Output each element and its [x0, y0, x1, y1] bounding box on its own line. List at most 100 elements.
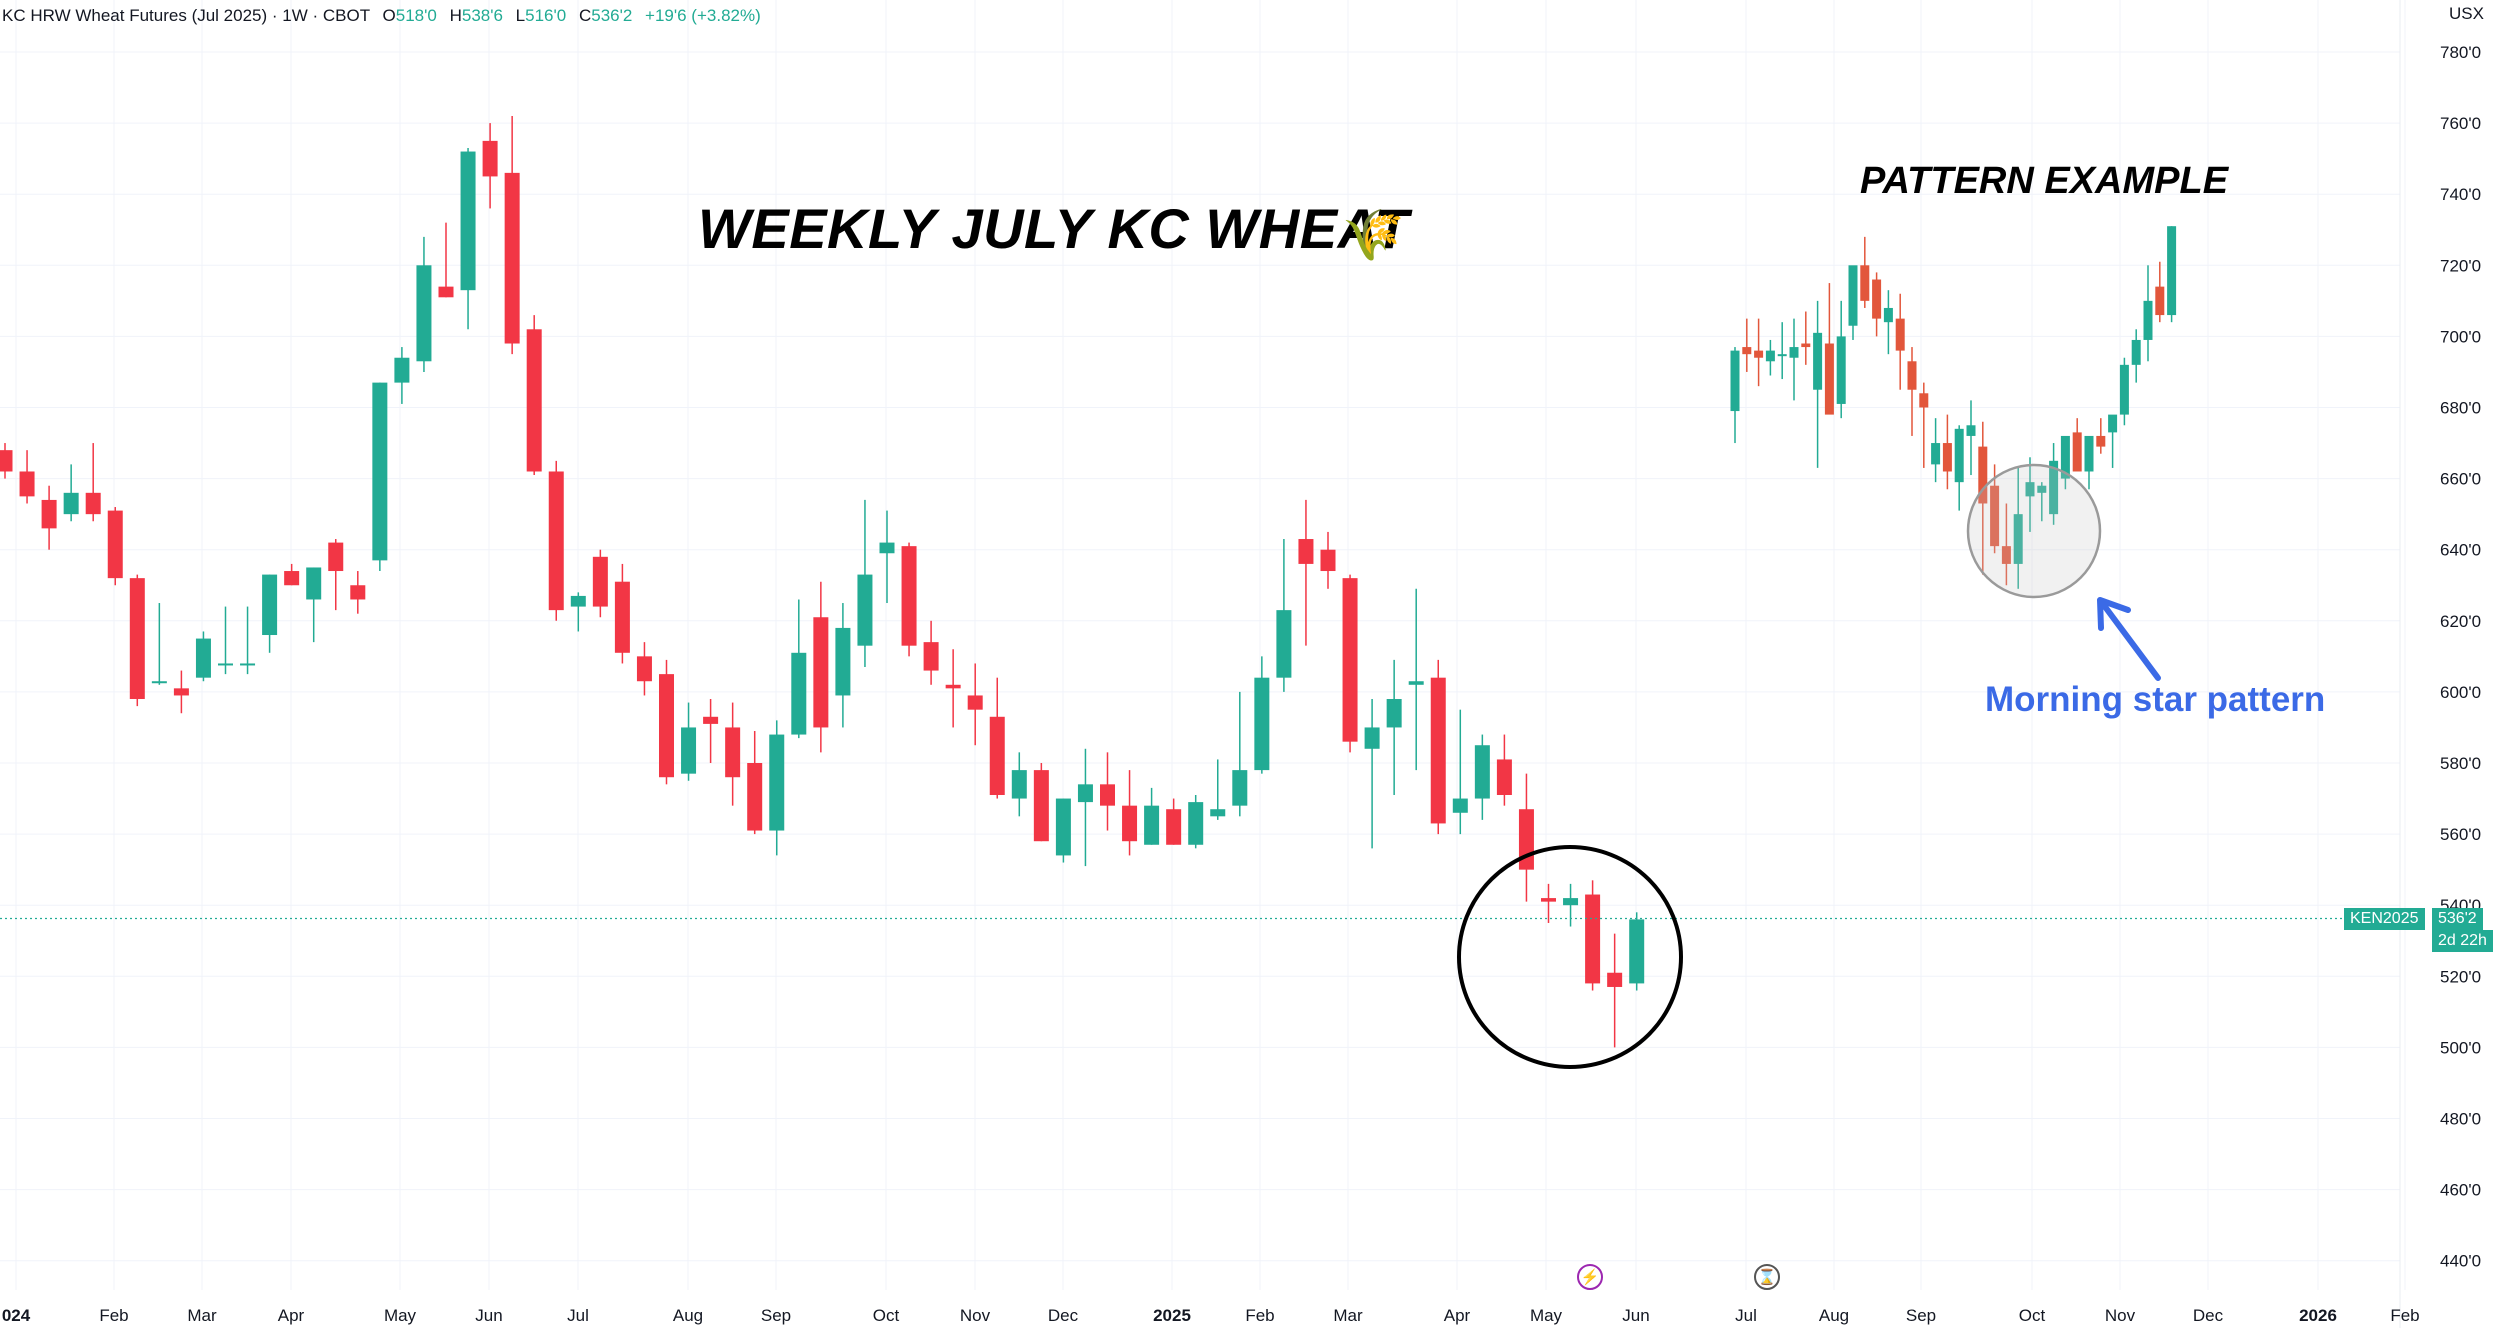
candle	[416, 236, 432, 372]
pattern-candle	[2131, 329, 2141, 383]
candle	[835, 603, 851, 728]
candle	[1320, 531, 1336, 589]
chart-annotation-title: WEEKLY JULY KC WHEAT	[698, 197, 1410, 260]
price-tick-label: 560'0	[2440, 825, 2481, 844]
pattern-candle	[1942, 414, 1952, 490]
candle-body	[2060, 435, 2070, 479]
price-tick-label: 720'0	[2440, 256, 2481, 275]
candle-body	[747, 763, 763, 831]
candle	[151, 603, 167, 685]
price-tick-label: 460'0	[2440, 1181, 2481, 1200]
candle-body	[1765, 350, 1775, 362]
pattern-candle	[2037, 482, 2047, 522]
candle-body	[681, 727, 697, 774]
candle-body	[41, 499, 57, 529]
candle	[901, 542, 917, 657]
pattern-highlight-circle	[1966, 463, 2102, 599]
pattern-candle	[2049, 443, 2059, 525]
candle-body	[570, 595, 586, 607]
candle	[262, 574, 278, 653]
pattern-candle	[2096, 418, 2106, 454]
time-tick-label: Feb	[1245, 1306, 1274, 1325]
candle-body	[1629, 919, 1645, 984]
candle-body	[1978, 446, 1988, 504]
candle	[592, 549, 608, 618]
pattern-candle	[2108, 414, 2118, 468]
candle-body	[1824, 343, 1834, 415]
candle	[923, 620, 939, 685]
candle-body	[1386, 699, 1402, 728]
candle-body	[1607, 972, 1623, 987]
price-tick-label: 440'0	[2440, 1252, 2481, 1271]
candle	[1496, 734, 1512, 806]
pattern-candle	[2013, 467, 2023, 589]
candle-body	[2037, 485, 2047, 493]
candle	[614, 563, 630, 664]
candle	[703, 699, 719, 763]
candle-body	[1055, 798, 1071, 856]
price-axis[interactable]: 780'0 760'0 740'0 720'0 700'0 680'0 660'0 640'0…	[2440, 43, 2481, 1271]
candle-body	[1585, 894, 1601, 984]
candle-body	[1077, 784, 1093, 803]
candle-body	[2001, 546, 2011, 564]
pattern-candle	[1931, 418, 1941, 483]
candle-body	[2167, 226, 2177, 316]
pattern-candle	[2084, 435, 2094, 490]
candle	[1518, 773, 1534, 902]
pattern-candle	[1966, 400, 1976, 476]
candle	[1452, 709, 1468, 835]
candle-body	[813, 617, 829, 728]
candle-body	[1907, 361, 1917, 390]
time-tick-label: Mar	[1333, 1306, 1363, 1325]
candle-body	[967, 695, 983, 710]
price-tick-label: 480'0	[2440, 1110, 2481, 1129]
pattern-candle	[1801, 311, 1811, 365]
price-tick-label: 520'0	[2440, 967, 2481, 986]
currency-label[interactable]: USX	[2449, 4, 2484, 23]
candle-body	[1166, 809, 1182, 845]
candle-body	[1430, 677, 1446, 824]
hourglass-icon[interactable]: ⌛	[1754, 1264, 1780, 1290]
candle-body	[1801, 343, 1811, 348]
price-tick-label: 740'0	[2440, 185, 2481, 204]
candle	[1276, 539, 1292, 692]
candle	[1364, 699, 1380, 849]
candle-body	[1754, 350, 1764, 358]
high-label: H	[449, 6, 462, 25]
candle	[173, 670, 189, 714]
candle	[1055, 798, 1071, 863]
candle-body	[85, 492, 101, 515]
candle-body	[1144, 805, 1160, 845]
time-tick-label: Feb	[99, 1306, 128, 1325]
candle	[659, 659, 674, 785]
candle-body	[1011, 770, 1027, 799]
candle-body	[2131, 339, 2141, 365]
pattern-candle	[2025, 457, 2035, 532]
candle-body	[129, 578, 145, 700]
candle-body	[769, 734, 785, 831]
morning-star-label: Morning star pattern	[1985, 680, 2326, 719]
candle	[218, 606, 233, 675]
candle	[1386, 659, 1402, 795]
last-price-tag: 536'2	[2432, 907, 2483, 930]
candle	[570, 592, 586, 632]
time-tick-label: Apr	[278, 1306, 305, 1325]
time-tick-label: Dec	[1048, 1306, 1079, 1325]
candle	[394, 347, 410, 404]
lightning-icon[interactable]: ⚡	[1577, 1264, 1603, 1290]
open-value: 518'0	[395, 6, 437, 25]
candle-body	[1188, 802, 1204, 845]
candle-body	[1563, 898, 1579, 906]
time-axis[interactable]: 024 Feb Mar Apr May Jun Jul Aug Sep Oct Nov Dec 2025…	[2, 1306, 2420, 1325]
pattern-candle	[1848, 265, 1858, 340]
candle	[0, 443, 13, 479]
time-tick-label: Aug	[1819, 1306, 1849, 1325]
time-tick-label: Sep	[761, 1306, 791, 1325]
candle-body	[195, 638, 211, 678]
candle	[526, 315, 542, 476]
price-tick-label: 780'0	[2440, 43, 2481, 62]
candle-body	[1232, 770, 1248, 806]
candle-body	[416, 265, 432, 362]
pattern-candle	[1777, 322, 1787, 380]
